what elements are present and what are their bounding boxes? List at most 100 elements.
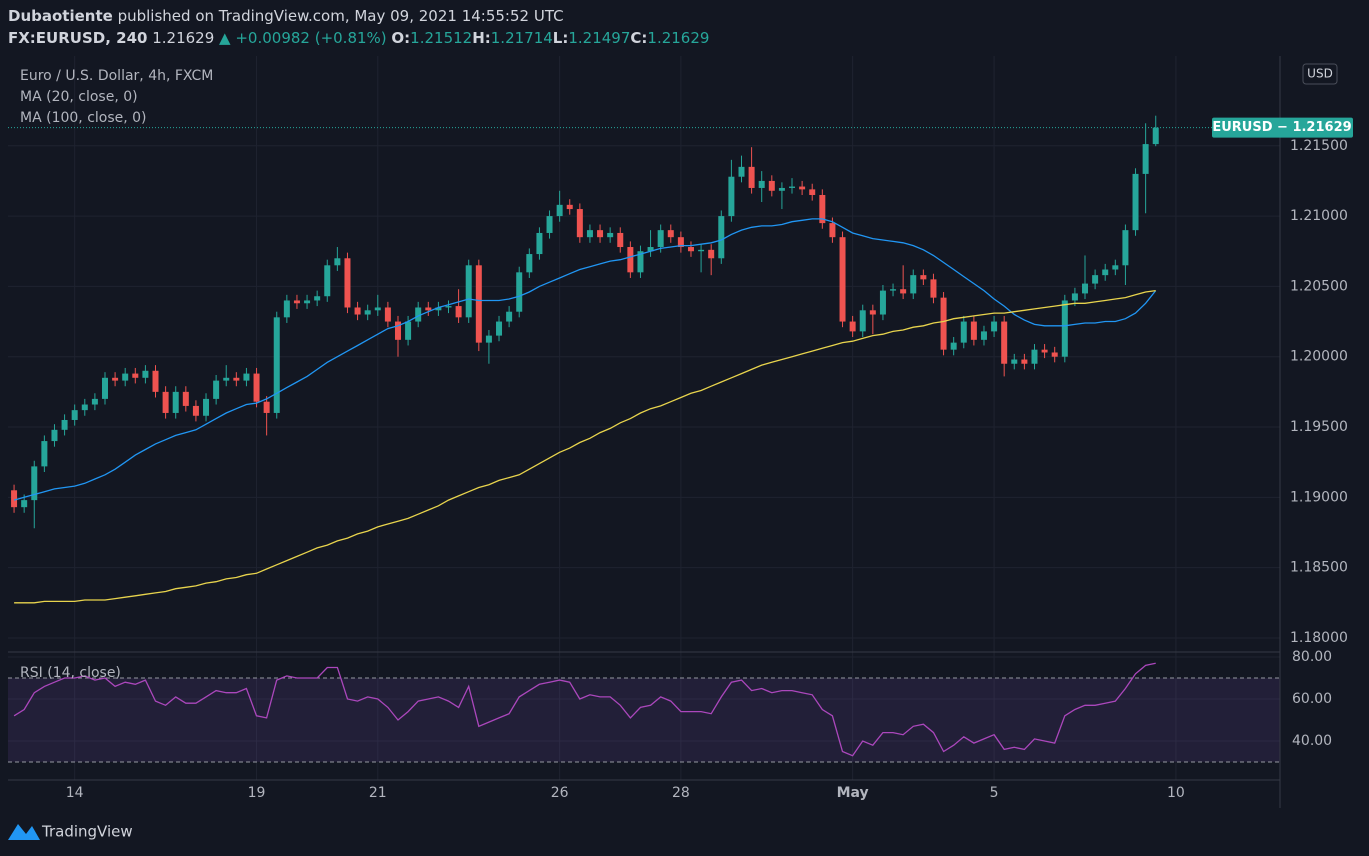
candle-body xyxy=(1041,349,1048,353)
candle-body xyxy=(617,232,624,248)
candle-body xyxy=(374,307,381,311)
candle-body xyxy=(445,306,452,308)
candle-body xyxy=(1142,144,1149,174)
rsi-band xyxy=(8,678,1280,762)
candle-body xyxy=(425,307,432,311)
candle-body xyxy=(21,500,28,508)
candle-body xyxy=(991,321,998,332)
candle-body xyxy=(41,441,48,467)
candle-body xyxy=(1021,359,1028,364)
candle-body xyxy=(233,377,240,381)
candle-body xyxy=(31,466,38,501)
candle-body xyxy=(364,310,371,315)
candle-body xyxy=(384,307,391,322)
ohlc-value: 1.21714 xyxy=(490,29,553,47)
y-tick-label: 1.20000 xyxy=(1290,349,1348,365)
y-tick-label: 1.19500 xyxy=(1290,419,1348,435)
candle-body xyxy=(142,370,149,378)
candle-body xyxy=(698,249,705,252)
candle-body xyxy=(980,331,987,340)
logo-text: TradingView xyxy=(41,823,133,841)
x-tick-label: 26 xyxy=(551,785,569,801)
price-tag: EURUSD − 1.21629 xyxy=(1212,120,1351,135)
candle-body xyxy=(1071,293,1078,301)
candle-body xyxy=(435,307,442,311)
y-tick-label: 1.18500 xyxy=(1290,560,1348,576)
candle-body xyxy=(890,289,897,291)
change-arrow: ▲ +0.00982 (+0.81%) xyxy=(219,29,387,47)
candle-body xyxy=(172,391,179,413)
candle-body xyxy=(516,272,523,312)
header-line: FX:EURUSD, 240 1.21629 ▲ +0.00982 (+0.81… xyxy=(8,27,709,49)
candle-body xyxy=(496,321,503,336)
candle-body xyxy=(576,209,583,238)
candle-body xyxy=(1082,283,1089,294)
candle-body xyxy=(223,377,230,381)
candle-body xyxy=(687,247,694,252)
ma-line xyxy=(13,218,1157,501)
ohlc-label: H: xyxy=(472,29,491,47)
candle-body xyxy=(203,398,210,416)
candle-body xyxy=(152,370,159,392)
candle-body xyxy=(324,265,331,297)
candle-body xyxy=(1102,269,1109,276)
candle-body xyxy=(657,230,664,248)
candle-body xyxy=(475,265,482,343)
ohlc: O:1.21512H:1.21714L:1.21497C:1.21629 xyxy=(391,29,709,47)
candle-body xyxy=(839,237,846,322)
candle-body xyxy=(1001,321,1008,364)
rsi-tick-label: 80.00 xyxy=(1292,649,1332,665)
candle-body xyxy=(960,321,967,343)
ma-line xyxy=(14,289,1156,604)
chart-title: Euro / U.S. Dollar, 4h, FXCM xyxy=(20,68,213,84)
candle-body xyxy=(61,419,68,430)
x-tick-label: 14 xyxy=(66,785,84,801)
author: Dubaotiente xyxy=(8,7,113,25)
candle-body xyxy=(122,373,129,381)
candle-body xyxy=(768,180,775,191)
x-tick-label: 28 xyxy=(672,785,690,801)
candle-body xyxy=(849,321,856,332)
candle-body xyxy=(192,405,199,416)
candle-body xyxy=(869,310,876,315)
candle-body xyxy=(1092,275,1099,284)
candle-body xyxy=(738,166,745,177)
candle-body xyxy=(586,230,593,238)
candle-body xyxy=(799,186,806,190)
legend-entry: MA (100, close, 0) xyxy=(20,110,147,126)
ohlc-value: 1.21629 xyxy=(647,29,710,47)
candle-body xyxy=(637,251,644,273)
candle-body xyxy=(778,187,785,191)
candle-body xyxy=(597,230,604,238)
candle-body xyxy=(920,275,927,280)
candle-body xyxy=(11,490,18,508)
candle-body xyxy=(101,377,108,399)
x-tick-label: May xyxy=(837,785,869,801)
candle-body xyxy=(1011,359,1018,364)
price-tag-box xyxy=(1212,117,1353,138)
candle-body xyxy=(506,311,513,322)
candle-body xyxy=(556,204,563,217)
candle-body xyxy=(243,373,250,381)
legend-entry: MA (20, close, 0) xyxy=(20,89,138,105)
candle-body xyxy=(213,380,220,399)
x-tick-label: 19 xyxy=(248,785,266,801)
x-tick-label: 10 xyxy=(1167,785,1185,801)
x-tick-label: 21 xyxy=(369,785,387,801)
ohlc-label: L: xyxy=(552,29,569,47)
candle-body xyxy=(293,300,300,304)
candle-body xyxy=(112,377,119,381)
candle-body xyxy=(627,247,634,273)
candle-body xyxy=(566,204,573,210)
candle-body xyxy=(607,232,614,238)
candle-body xyxy=(536,232,543,255)
candle-body xyxy=(81,404,88,411)
candle-body xyxy=(253,373,260,402)
header-line: Dubaotiente published on TradingView.com… xyxy=(8,5,709,27)
candle-body xyxy=(718,216,725,259)
y-tick-label: 1.19000 xyxy=(1290,489,1348,505)
candle-body xyxy=(809,189,816,195)
y-tick-label: 1.21000 xyxy=(1290,208,1348,224)
candle-body xyxy=(546,216,553,233)
